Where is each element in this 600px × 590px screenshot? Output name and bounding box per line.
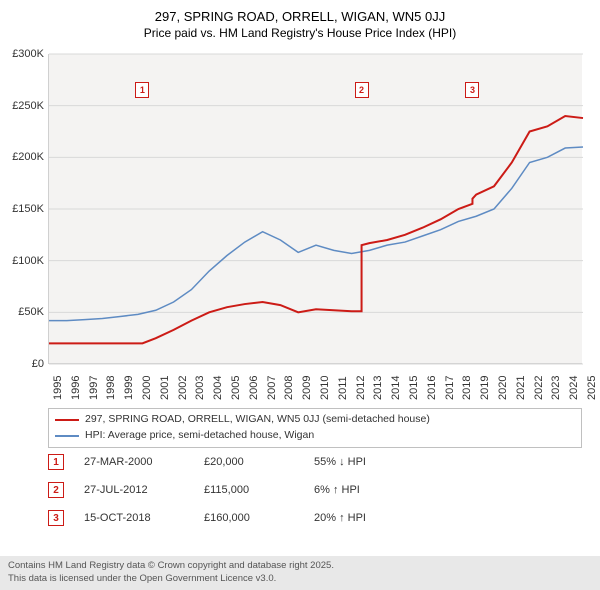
sale-marker-3: 3 xyxy=(465,82,479,98)
sale-marker-icon: 1 xyxy=(48,454,64,470)
x-tick-label: 2012 xyxy=(355,376,367,400)
footer: Contains HM Land Registry data © Crown c… xyxy=(0,556,600,590)
chart-title: 297, SPRING ROAD, ORRELL, WIGAN, WN5 0JJ xyxy=(0,0,600,26)
y-tick-label: £300K xyxy=(4,48,44,60)
x-tick-label: 2014 xyxy=(390,376,402,400)
footer-line2: This data is licensed under the Open Gov… xyxy=(8,573,592,586)
sale-price: £115,000 xyxy=(204,484,294,496)
x-tick-label: 2010 xyxy=(319,376,331,400)
x-tick-label: 2021 xyxy=(515,376,527,400)
chart-subtitle: Price paid vs. HM Land Registry's House … xyxy=(0,26,600,40)
sale-price: £160,000 xyxy=(204,512,294,524)
chart-container: 297, SPRING ROAD, ORRELL, WIGAN, WN5 0JJ… xyxy=(0,0,600,590)
x-tick-label: 2020 xyxy=(497,376,509,400)
sale-date: 27-JUL-2012 xyxy=(84,484,184,496)
x-tick-label: 2023 xyxy=(550,376,562,400)
sale-date: 15-OCT-2018 xyxy=(84,512,184,524)
x-tick-label: 2004 xyxy=(212,376,224,400)
y-tick-label: £0 xyxy=(4,358,44,370)
y-tick-label: £100K xyxy=(4,255,44,267)
x-tick-label: 2007 xyxy=(266,376,278,400)
y-tick-label: £250K xyxy=(4,100,44,112)
x-tick-label: 2019 xyxy=(479,376,491,400)
sale-marker-2: 2 xyxy=(355,82,369,98)
sale-row: 3 15-OCT-2018 £160,000 20% ↑ HPI xyxy=(48,508,582,528)
x-tick-label: 2008 xyxy=(283,376,295,400)
legend: 297, SPRING ROAD, ORRELL, WIGAN, WN5 0JJ… xyxy=(48,408,582,448)
legend-row: HPI: Average price, semi-detached house,… xyxy=(55,428,575,444)
sale-delta: 20% ↑ HPI xyxy=(314,512,434,524)
sale-marker-icon: 2 xyxy=(48,482,64,498)
x-tick-label: 2011 xyxy=(337,376,349,400)
x-tick-label: 2003 xyxy=(194,376,206,400)
sale-marker-icon: 3 xyxy=(48,510,64,526)
x-tick-label: 2001 xyxy=(159,376,171,400)
x-tick-label: 1997 xyxy=(88,376,100,400)
x-tick-label: 2017 xyxy=(444,376,456,400)
sale-row: 1 27-MAR-2000 £20,000 55% ↓ HPI xyxy=(48,452,582,472)
legend-swatch xyxy=(55,419,79,421)
legend-label: 297, SPRING ROAD, ORRELL, WIGAN, WN5 0JJ… xyxy=(85,412,430,428)
legend-swatch xyxy=(55,435,79,437)
chart-lines xyxy=(49,54,582,363)
sales-table: 1 27-MAR-2000 £20,000 55% ↓ HPI 2 27-JUL-2012… xyxy=(48,452,582,536)
legend-label: HPI: Average price, semi-detached house,… xyxy=(85,428,314,444)
x-tick-label: 2016 xyxy=(426,376,438,400)
sale-date: 27-MAR-2000 xyxy=(84,456,184,468)
x-tick-label: 2002 xyxy=(177,376,189,400)
sale-delta: 6% ↑ HPI xyxy=(314,484,434,496)
x-tick-label: 2013 xyxy=(372,376,384,400)
x-tick-label: 2009 xyxy=(301,376,313,400)
x-tick-label: 1999 xyxy=(123,376,135,400)
y-tick-label: £50K xyxy=(4,306,44,318)
legend-row: 297, SPRING ROAD, ORRELL, WIGAN, WN5 0JJ… xyxy=(55,412,575,428)
x-tick-label: 2015 xyxy=(408,376,420,400)
x-tick-label: 2000 xyxy=(141,376,153,400)
x-tick-label: 1996 xyxy=(70,376,82,400)
plot-area: 1 2 3 xyxy=(48,54,582,364)
footer-line1: Contains HM Land Registry data © Crown c… xyxy=(8,560,592,573)
x-tick-label: 2025 xyxy=(586,376,598,400)
x-tick-label: 1995 xyxy=(52,376,64,400)
x-tick-label: 1998 xyxy=(105,376,117,400)
x-tick-label: 2005 xyxy=(230,376,242,400)
x-tick-label: 2024 xyxy=(568,376,580,400)
x-tick-label: 2018 xyxy=(461,376,473,400)
sale-delta: 55% ↓ HPI xyxy=(314,456,434,468)
sale-marker-1: 1 xyxy=(135,82,149,98)
x-tick-label: 2022 xyxy=(533,376,545,400)
y-tick-label: £150K xyxy=(4,203,44,215)
x-tick-label: 2006 xyxy=(248,376,260,400)
sale-price: £20,000 xyxy=(204,456,294,468)
sale-row: 2 27-JUL-2012 £115,000 6% ↑ HPI xyxy=(48,480,582,500)
y-tick-label: £200K xyxy=(4,151,44,163)
